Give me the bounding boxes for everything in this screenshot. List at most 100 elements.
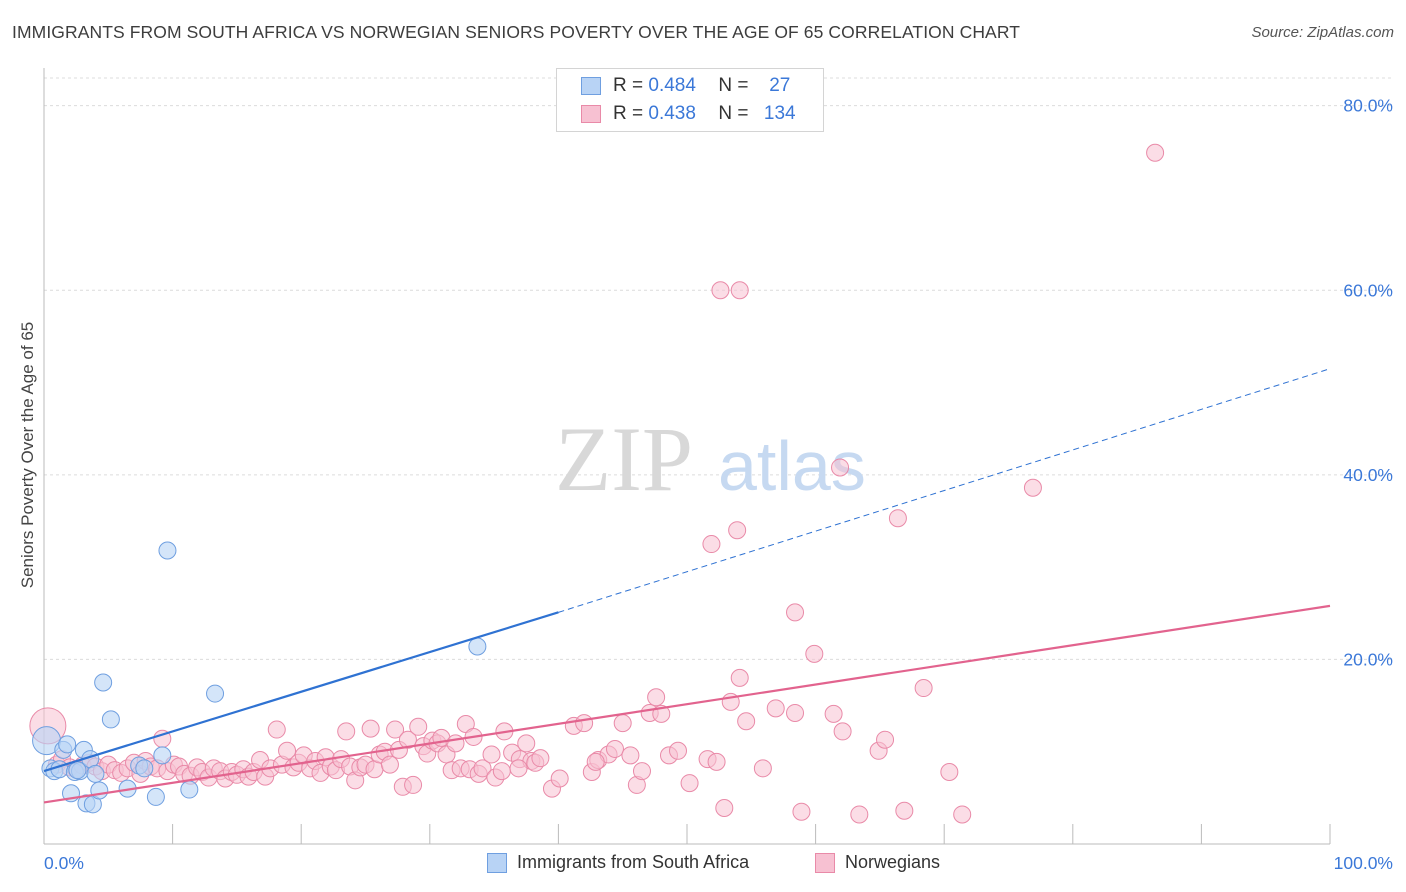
norwegians-trend-line bbox=[43, 604, 1331, 804]
norwegians-point bbox=[876, 730, 895, 749]
legend-item-norwegians: Norwegians bbox=[815, 852, 940, 873]
tick-labels: 20.0% 40.0% 60.0% 80.0% 0.0% 100.0% bbox=[44, 96, 1393, 873]
r-value: 0.438 bbox=[648, 103, 696, 124]
norwegians-point bbox=[792, 802, 811, 821]
norwegians-point bbox=[730, 668, 749, 687]
south-africa-point bbox=[180, 780, 199, 799]
norwegians-point bbox=[605, 739, 624, 758]
grid-lines bbox=[44, 77, 1392, 660]
norwegians-point bbox=[621, 746, 640, 765]
stats-row-south-africa: R = 0.484 N = 27 bbox=[581, 73, 806, 99]
norwegians-point bbox=[953, 805, 972, 824]
norwegians-legend-swatch bbox=[815, 852, 835, 873]
norwegians-point bbox=[831, 458, 850, 477]
norwegians-point bbox=[482, 745, 501, 764]
norwegians-point bbox=[707, 752, 726, 771]
south-africa-legend-swatch bbox=[487, 852, 507, 873]
trend-lines bbox=[43, 368, 1331, 804]
norwegians-point bbox=[1146, 143, 1165, 162]
norwegians-point bbox=[337, 722, 356, 741]
norwegians-point bbox=[850, 805, 869, 824]
south-africa-point bbox=[135, 759, 154, 778]
n-label: N = bbox=[718, 103, 749, 124]
south-africa-point bbox=[68, 761, 87, 780]
norwegians-point bbox=[1023, 478, 1042, 497]
norwegians-swatch bbox=[581, 105, 601, 123]
south-africa-point bbox=[468, 637, 487, 656]
norwegians-point bbox=[398, 730, 417, 749]
source-credit: Source: ZipAtlas.com bbox=[1251, 24, 1394, 41]
norwegians-point bbox=[914, 679, 933, 698]
norwegians-point bbox=[833, 722, 852, 741]
norwegians-point bbox=[575, 714, 594, 733]
south-africa-point bbox=[90, 781, 109, 800]
norwegians-point bbox=[786, 603, 805, 622]
norwegians-point bbox=[824, 704, 843, 723]
norwegians-point bbox=[730, 281, 749, 300]
south-africa-trend-line bbox=[43, 611, 559, 773]
south-africa-point bbox=[86, 764, 105, 783]
n-value: 27 bbox=[769, 75, 791, 96]
norwegians-point bbox=[632, 762, 651, 781]
n-value: 134 bbox=[763, 103, 796, 124]
norwegians-point bbox=[647, 688, 666, 707]
south-africa-point bbox=[153, 746, 172, 765]
y-tick-label: 60.0% bbox=[1343, 280, 1393, 300]
south-africa-point bbox=[101, 710, 120, 729]
norwegians-point bbox=[361, 719, 380, 738]
watermark-zip: ZIP bbox=[555, 408, 693, 510]
watermark: ZIP atlas bbox=[555, 408, 866, 510]
south-africa-point bbox=[158, 541, 177, 560]
norwegians-point bbox=[267, 720, 286, 739]
norwegians-point bbox=[386, 720, 405, 739]
south-africa-point bbox=[206, 684, 225, 703]
legend-label: Norwegians bbox=[845, 852, 941, 872]
norwegians-point bbox=[613, 714, 632, 733]
norwegians-point bbox=[895, 801, 914, 820]
norwegians-point bbox=[728, 521, 747, 540]
norwegians-point bbox=[715, 799, 734, 818]
r-value: 0.484 bbox=[648, 75, 696, 96]
chart-title: IMMIGRANTS FROM SOUTH AFRICA VS NORWEGIA… bbox=[12, 22, 1021, 42]
x-tick-label: 0.0% bbox=[44, 853, 84, 873]
r-label: R = bbox=[613, 103, 644, 124]
norwegians-point bbox=[278, 741, 297, 760]
y-tick-label: 40.0% bbox=[1343, 465, 1393, 485]
norwegians-point bbox=[786, 703, 805, 722]
norwegians-point bbox=[509, 759, 528, 778]
legend-item-south-africa: Immigrants from South Africa bbox=[487, 852, 749, 873]
south-africa-point bbox=[94, 673, 113, 692]
south-africa-trend-extension bbox=[558, 368, 1331, 613]
stats-row-norwegians: R = 0.438 N = 134 bbox=[581, 101, 806, 127]
norwegians-point bbox=[473, 759, 492, 778]
legend-label: Immigrants from South Africa bbox=[517, 852, 750, 872]
norwegians-point bbox=[753, 759, 772, 778]
norwegians-point bbox=[805, 644, 824, 663]
norwegians-point bbox=[380, 755, 399, 774]
south-africa-point bbox=[146, 787, 165, 806]
norwegians-point bbox=[737, 712, 756, 731]
norwegians-point bbox=[409, 717, 428, 736]
stats-legend: R = 0.484 N = 27 R = 0.438 N = 134 bbox=[556, 68, 824, 132]
norwegians-point bbox=[702, 535, 721, 554]
norwegians-point bbox=[517, 734, 536, 753]
norwegians-points bbox=[29, 143, 1165, 824]
norwegians-point bbox=[404, 775, 423, 794]
norwegians-point bbox=[668, 741, 687, 760]
norwegians-point bbox=[446, 734, 465, 753]
norwegians-point bbox=[586, 752, 605, 771]
x-tick-label: 100.0% bbox=[1334, 853, 1393, 873]
y-tick-label: 80.0% bbox=[1343, 96, 1393, 116]
norwegians-point bbox=[550, 769, 569, 788]
south-africa-point bbox=[58, 735, 77, 754]
n-label: N = bbox=[718, 75, 749, 96]
norwegians-point bbox=[711, 281, 730, 300]
norwegians-point bbox=[940, 763, 959, 782]
norwegians-point bbox=[766, 699, 785, 718]
y-tick-label: 20.0% bbox=[1343, 649, 1393, 669]
norwegians-point bbox=[680, 774, 699, 793]
norwegians-point bbox=[531, 749, 550, 768]
norwegians-point bbox=[888, 509, 907, 528]
norwegians-point bbox=[492, 762, 511, 781]
